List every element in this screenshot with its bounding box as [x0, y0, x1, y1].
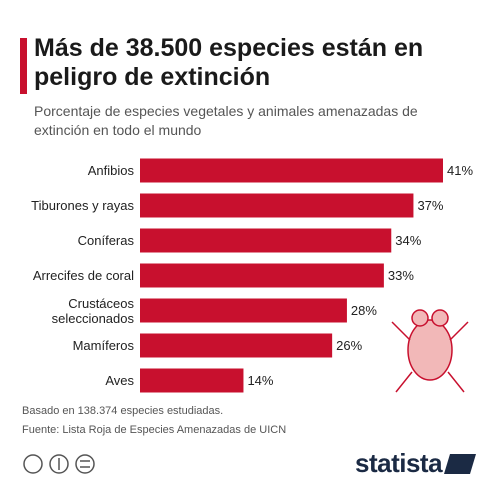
category-label: Anfibios: [87, 163, 134, 178]
chart-title: Más de 38.500 especies están en peligro …: [34, 34, 424, 91]
brand-logo: [444, 454, 476, 474]
bar: [140, 193, 414, 218]
value-label: 34%: [395, 233, 422, 248]
license-icons: [23, 454, 95, 474]
bar: [140, 263, 384, 288]
value-label: 33%: [387, 268, 414, 283]
category-label: Aves: [105, 373, 134, 388]
category-label: Mamíferos: [72, 338, 134, 353]
note: Basado en 138.374 especies estudiadas.: [22, 405, 224, 417]
accent-bar: [20, 38, 27, 94]
bar: [140, 228, 392, 253]
note: Fuente: Lista Roja de Especies Amenazada…: [22, 424, 287, 436]
category-label: Coníferas: [77, 233, 134, 248]
category-label: Arrecifes de coral: [32, 268, 134, 283]
chart-subtitle: Porcentaje de especies vegetales y anima…: [34, 103, 418, 138]
brand: statista: [355, 448, 443, 478]
bar: [140, 298, 347, 323]
value-label: 26%: [336, 338, 363, 353]
bar: [140, 158, 443, 183]
value-label: 37%: [417, 198, 444, 213]
bar: [140, 333, 333, 358]
value-label: 28%: [350, 303, 377, 318]
category-label: Tiburones y rayas: [31, 198, 134, 213]
frog-illustration: [391, 309, 469, 393]
category-label: Crustáceos seleccionados: [51, 295, 134, 326]
value-label: 14%: [247, 373, 274, 388]
value-label: 41%: [447, 163, 474, 178]
bar: [140, 368, 244, 393]
